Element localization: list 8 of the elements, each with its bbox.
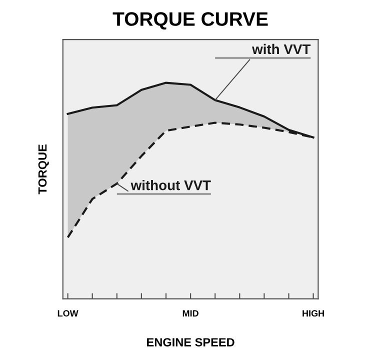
chart-title: TORQUE CURVE bbox=[112, 12, 268, 30]
series-label: without VVT bbox=[130, 180, 211, 190]
x-axis-title: ENGINE SPEED bbox=[147, 338, 234, 346]
x-tick-label: MID bbox=[182, 310, 198, 316]
y-axis-title: TORQUE bbox=[38, 144, 49, 194]
text: with VVT bbox=[252, 44, 311, 54]
x-tick-label: HIGH bbox=[302, 310, 324, 317]
x-tick-label: LOW bbox=[58, 310, 78, 317]
